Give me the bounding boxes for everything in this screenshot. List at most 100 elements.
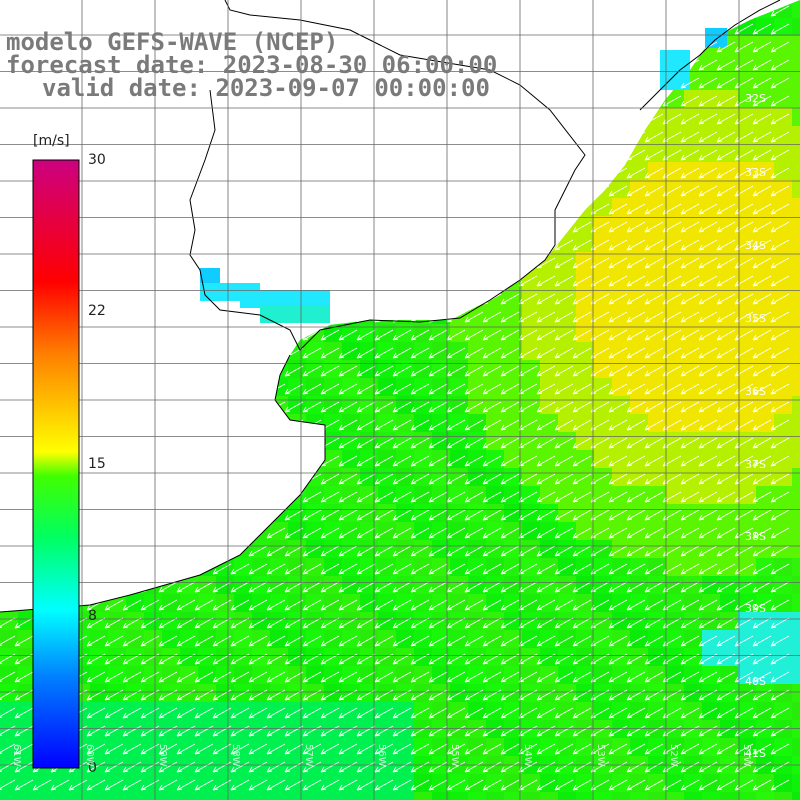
- wind-arrow: [284, 545, 304, 557]
- wind-speed-cell: [738, 792, 757, 800]
- lat-label: 38S: [745, 530, 766, 543]
- wind-arrow: [284, 581, 304, 593]
- wind-arrow: [338, 419, 358, 431]
- wind-arrow: [338, 365, 358, 377]
- wind-arrow: [752, 401, 772, 413]
- wind-arrow: [158, 581, 178, 593]
- wind-arrow: [716, 293, 736, 305]
- wind-speed-cell: [18, 792, 37, 800]
- wind-arrow: [626, 167, 646, 179]
- wind-arrow: [338, 563, 358, 575]
- wind-arrow: [338, 599, 358, 611]
- wind-arrow: [428, 329, 448, 341]
- wind-arrow: [770, 437, 790, 449]
- wind-arrow: [446, 599, 466, 611]
- wind-arrow: [626, 239, 646, 251]
- wind-arrow: [248, 707, 268, 719]
- wind-arrow: [680, 347, 700, 359]
- wind-arrow: [644, 203, 664, 215]
- wind-arrow: [266, 743, 286, 755]
- wind-arrow: [752, 77, 772, 89]
- wind-arrow: [428, 491, 448, 503]
- wind-arrow: [356, 635, 376, 647]
- wind-arrow: [410, 455, 430, 467]
- wind-arrow: [554, 707, 574, 719]
- lon-label: 61W: [11, 744, 22, 767]
- wind-arrow: [626, 419, 646, 431]
- wind-arrow: [680, 131, 700, 143]
- wind-arrow: [302, 725, 322, 737]
- wind-arrow: [554, 527, 574, 539]
- wind-arrow: [716, 419, 736, 431]
- wind-arrow: [770, 365, 790, 377]
- wind-arrow: [644, 473, 664, 485]
- wind-arrow: [410, 383, 430, 395]
- wind-arrow: [482, 437, 502, 449]
- wind-arrow: [572, 743, 592, 755]
- wind-speed-cell: [792, 612, 800, 631]
- wind-arrow: [428, 545, 448, 557]
- wind-speed-cell: [432, 792, 451, 800]
- wind-arrow: [536, 491, 556, 503]
- wind-arrow: [464, 401, 484, 413]
- wind-arrow: [752, 311, 772, 323]
- wind-speed-cell: [792, 396, 800, 415]
- wind-arrow: [104, 599, 124, 611]
- wind-arrow: [770, 383, 790, 395]
- wind-arrow: [176, 599, 196, 611]
- wind-arrow: [410, 635, 430, 647]
- wind-arrow: [536, 473, 556, 485]
- wind-arrow: [680, 527, 700, 539]
- wind-arrow: [284, 599, 304, 611]
- wind-arrow: [770, 329, 790, 341]
- wind-arrow: [752, 437, 772, 449]
- wind-arrow: [302, 347, 322, 359]
- wind-arrow: [554, 473, 574, 485]
- wind-arrow: [590, 203, 610, 215]
- wind-speed-cell: [792, 162, 800, 181]
- wind-arrow: [338, 617, 358, 629]
- wind-arrow: [698, 725, 718, 737]
- wind-arrow: [770, 239, 790, 251]
- wind-arrow: [320, 365, 340, 377]
- wind-arrow: [770, 149, 790, 161]
- wind-arrow: [536, 545, 556, 557]
- wind-arrow: [374, 563, 394, 575]
- wind-speed-cell: [270, 792, 289, 800]
- wind-arrow: [590, 275, 610, 287]
- lon-label: 51W: [741, 744, 752, 767]
- wind-arrow: [536, 419, 556, 431]
- wind-arrow: [770, 527, 790, 539]
- wind-arrow: [590, 365, 610, 377]
- wind-arrow: [374, 347, 394, 359]
- wind-speed-cell: [792, 324, 800, 343]
- wind-arrow: [572, 329, 592, 341]
- wind-arrow: [770, 545, 790, 557]
- wind-arrow: [500, 563, 520, 575]
- wind-arrow: [770, 635, 790, 647]
- wind-arrow: [680, 401, 700, 413]
- wind-arrow: [680, 221, 700, 233]
- wind-arrow: [194, 707, 214, 719]
- wind-speed-cell: [684, 792, 703, 800]
- wind-arrow: [320, 347, 340, 359]
- wind-arrow: [608, 257, 628, 269]
- wind-arrow: [698, 527, 718, 539]
- wind-speed-cell: [792, 252, 800, 271]
- wind-arrow: [500, 293, 520, 305]
- wind-arrow: [392, 599, 412, 611]
- wind-arrow: [302, 671, 322, 683]
- wind-arrow: [356, 617, 376, 629]
- wind-speed-cell: [792, 198, 800, 217]
- wind-arrow: [356, 383, 376, 395]
- lon-label: 56W: [376, 744, 387, 767]
- wind-arrow: [770, 599, 790, 611]
- wind-arrow: [176, 635, 196, 647]
- wind-arrow: [554, 365, 574, 377]
- wind-arrow: [698, 275, 718, 287]
- lat-label: 32S: [745, 92, 766, 105]
- wind-arrow: [608, 527, 628, 539]
- wind-arrow: [626, 599, 646, 611]
- wind-arrow: [320, 725, 340, 737]
- lat-label: 34S: [745, 239, 766, 252]
